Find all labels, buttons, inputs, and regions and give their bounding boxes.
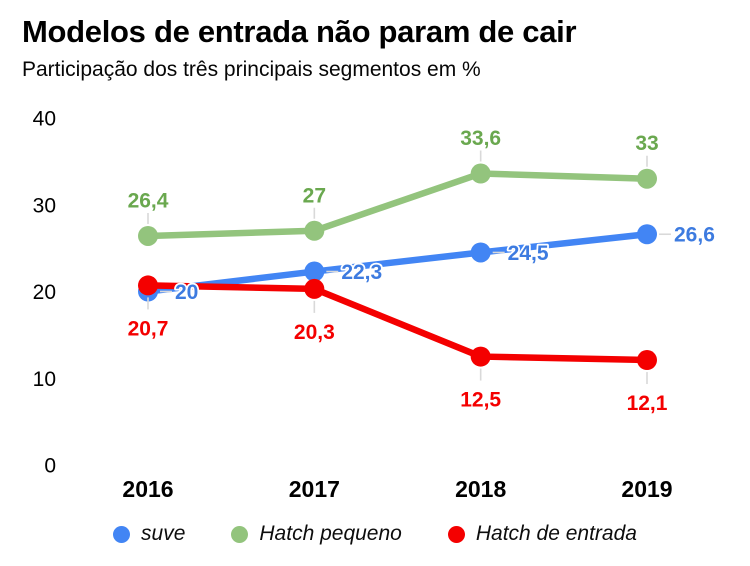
series-line-hatch-pequeno [147,170,648,240]
legend-dot-icon [447,525,465,543]
data-value-label-hatch-de-entrada-2019: 12,1 [627,392,668,415]
series-line-hatch-de-entrada [147,282,648,364]
legend-label: suve [141,522,186,545]
y-axis-tick-label: 20 [33,281,56,304]
legend-label: Hatch de entrada [475,522,637,545]
data-value-label-hatch-de-entrada-2018: 12,5 [460,389,501,412]
data-point-hatch-pequeno-2017 [304,220,325,241]
legend-item-suve: suve [113,522,185,546]
data-point-suve-2017 [304,261,325,282]
data-value-label-hatch-pequeno-2017: 27 [303,184,326,207]
x-axis-tick-label: 2018 [455,476,506,502]
data-point-hatch-de-entrada-2016 [138,275,158,296]
y-axis-tick-label: 10 [33,368,56,391]
data-point-hatch-de-entrada-2018 [470,346,491,367]
x-axis-tick-label: 2019 [621,476,672,502]
data-value-label-suve-2019: 26,6 [674,224,715,247]
data-point-suve-2018 [470,242,491,263]
data-value-label-hatch-de-entrada-2017: 20,3 [294,321,335,344]
data-value-label-hatch-pequeno-2018: 33,6 [460,127,501,150]
chart-title: Modelos de entrada não param de cair [22,14,577,49]
data-point-hatch-pequeno-2019 [637,168,657,189]
legend-item-hatch-de-entrada: Hatch de entrada [447,522,637,546]
legend-dot-icon [231,525,249,543]
data-point-hatch-de-entrada-2019 [637,350,657,371]
legend-label: Hatch pequeno [259,522,402,545]
chart-legend: suve Hatch pequeno Hatch de entrada [0,518,750,550]
line-chart: 0 10 20 30 40 2016 2017 2018 2019 20 22,3 24,5 26,6 2… [33,108,717,503]
data-point-hatch-de-entrada-2017 [304,278,325,299]
x-axis-tick-label: 2017 [289,476,340,502]
data-value-label-hatch-pequeno-2019: 33 [635,132,658,155]
legend-item-hatch-pequeno: Hatch pequeno [231,522,402,546]
chart-subtitle: Participação dos três principais segment… [22,58,481,81]
data-point-hatch-pequeno-2018 [470,163,491,184]
y-axis-tick-label: 30 [33,194,56,217]
y-axis-tick-label: 40 [33,108,56,131]
data-value-label-hatch-de-entrada-2016: 20,7 [128,317,169,340]
data-value-label-hatch-pequeno-2016: 26,4 [128,189,169,212]
data-value-label-suve-2016: 20 [175,281,198,304]
y-axis-tick-label: 0 [44,455,56,478]
series-line-suve [147,231,648,295]
data-point-hatch-pequeno-2016 [138,225,158,246]
x-axis-tick-label: 2016 [122,476,173,502]
legend-dot-icon [113,525,131,543]
data-value-label-suve-2018: 24,5 [508,242,549,265]
data-value-label-suve-2017: 22,3 [341,261,382,284]
data-point-suve-2019 [637,224,657,245]
